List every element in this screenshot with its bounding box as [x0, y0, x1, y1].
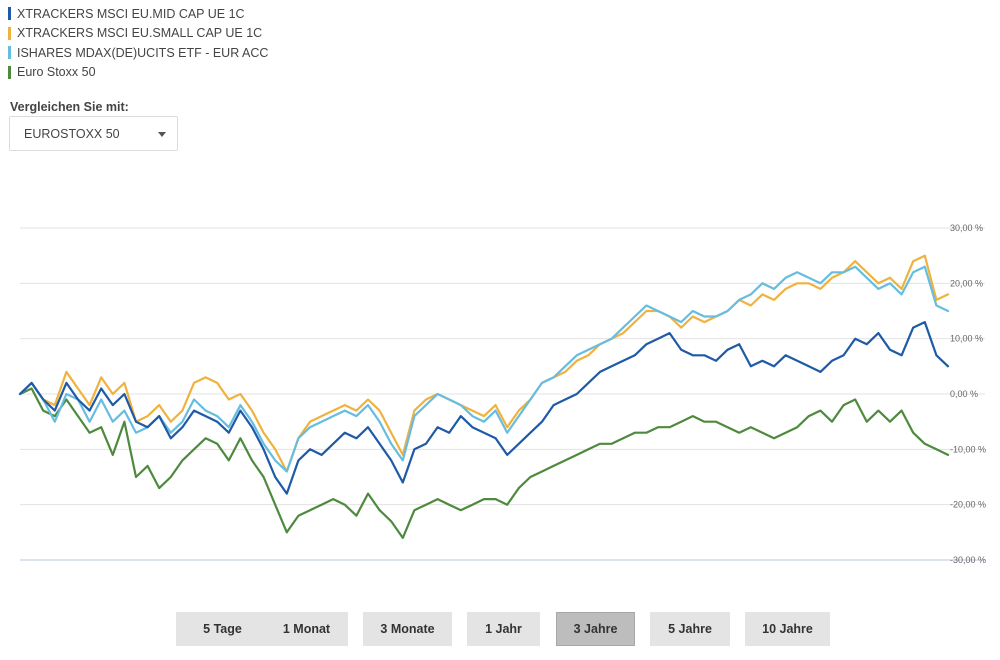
compare-label: Vergleichen Sie mit:: [10, 100, 129, 114]
y-tick-label: 20,00 %: [950, 278, 983, 288]
series-line-xtrackers-msci-eu-small-cap-ue-1c: [18, 254, 950, 473]
legend-item-mid-cap[interactable]: XTRACKERS MSCI EU.MID CAP UE 1C: [8, 4, 268, 24]
range-button-5-jahre[interactable]: 5 Jahre: [650, 612, 730, 646]
legend-swatch: [8, 46, 11, 60]
range-button-1-jahr[interactable]: 1 Jahr: [467, 612, 540, 646]
legend-swatch: [8, 26, 11, 40]
y-tick-label: 0,00 %: [950, 389, 978, 399]
legend-swatch: [8, 65, 11, 79]
range-button-1-monat[interactable]: 1 Monat: [265, 612, 348, 646]
chart-legend: XTRACKERS MSCI EU.MID CAP UE 1C XTRACKER…: [8, 4, 268, 82]
y-tick-label: -20,00 %: [950, 500, 986, 510]
legend-swatch: [8, 7, 11, 21]
y-tick-label: 30,00 %: [950, 223, 983, 233]
compare-selected-value: EUROSTOXX 50: [24, 127, 120, 141]
legend-item-small-cap[interactable]: XTRACKERS MSCI EU.SMALL CAP UE 1C: [8, 24, 268, 44]
range-button-5-tage[interactable]: 5 Tage: [176, 612, 269, 646]
chart-grid: [20, 227, 985, 561]
legend-label: XTRACKERS MSCI EU.SMALL CAP UE 1C: [17, 26, 263, 41]
range-button-3-jahre[interactable]: 3 Jahre: [556, 612, 635, 646]
legend-item-mdax[interactable]: ISHARES MDAX(DE)UCITS ETF - EUR ACC: [8, 43, 268, 63]
y-axis-ticks: 30,00 % 20,00 % 10,00 % 0,00 % -10,00 % -20,0…: [950, 223, 986, 565]
range-button-10-jahre[interactable]: 10 Jahre: [745, 612, 830, 646]
chart-series: [18, 254, 950, 539]
chevron-down-icon: [158, 132, 166, 137]
y-tick-label: -10,00 %: [950, 444, 986, 454]
y-tick-label: -30,00 %: [950, 555, 986, 565]
performance-chart: 30,00 % 20,00 % 10,00 % 0,00 % -10,00 % -20,0…: [18, 223, 986, 565]
series-line-xtrackers-msci-eu-mid-cap-ue-1c: [18, 320, 950, 495]
compare-select[interactable]: EUROSTOXX 50: [9, 116, 178, 151]
legend-label: XTRACKERS MSCI EU.MID CAP UE 1C: [17, 6, 245, 21]
y-tick-label: 10,00 %: [950, 334, 983, 344]
time-range-selector: 5 Tage 1 Monat 3 Monate 1 Jahr 3 Jahre 5…: [0, 612, 1000, 646]
legend-label: ISHARES MDAX(DE)UCITS ETF - EUR ACC: [17, 45, 269, 60]
series-line-ishares-mdax-de-ucits-etf-eur-acc: [18, 265, 950, 473]
series-line-euro-stoxx-50: [18, 387, 950, 539]
range-button-3-monate[interactable]: 3 Monate: [363, 612, 452, 646]
legend-item-euro-stoxx[interactable]: Euro Stoxx 50: [8, 63, 268, 83]
legend-label: Euro Stoxx 50: [17, 65, 96, 80]
